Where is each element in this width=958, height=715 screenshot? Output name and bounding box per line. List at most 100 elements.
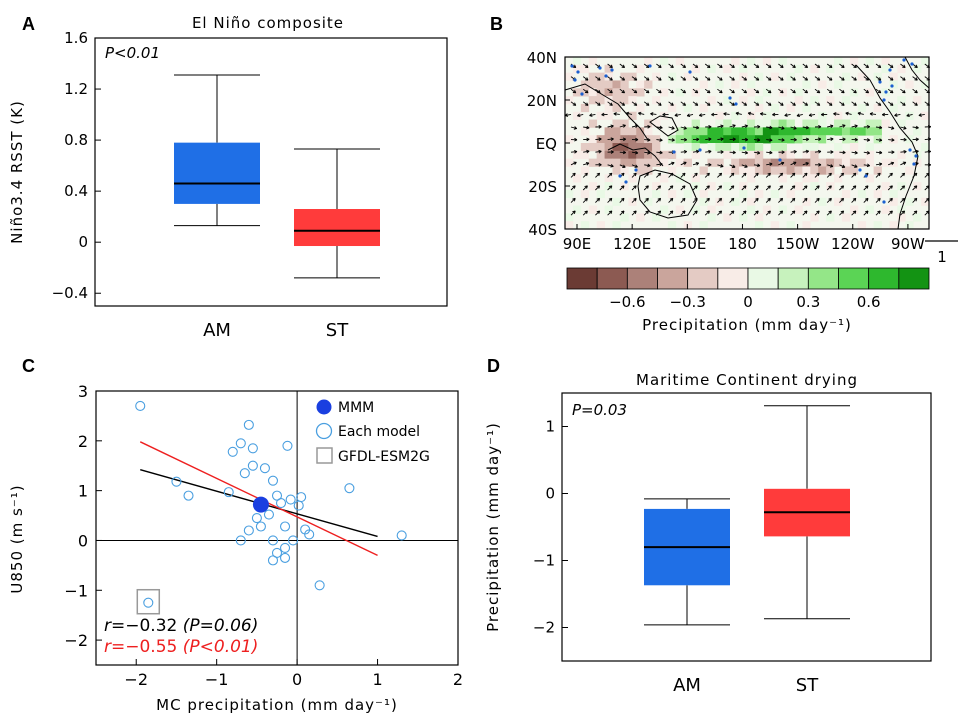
precip-cell bbox=[628, 174, 637, 183]
wind-arrow bbox=[814, 198, 820, 203]
precip-cell bbox=[620, 119, 629, 128]
precip-cell bbox=[778, 174, 787, 183]
precip-cell bbox=[644, 143, 653, 152]
precip-cell bbox=[628, 88, 637, 97]
precip-cell bbox=[636, 127, 645, 136]
wind-arrowhead bbox=[891, 138, 895, 142]
wind-arrow bbox=[631, 151, 639, 154]
wind-arrowhead bbox=[670, 102, 674, 106]
wind-arrowhead bbox=[621, 185, 625, 189]
wind-arrowhead bbox=[841, 77, 845, 81]
wind-arrowhead bbox=[572, 102, 577, 106]
precip-cell bbox=[865, 88, 875, 97]
wind-arrow bbox=[643, 88, 650, 94]
wind-arrowhead bbox=[889, 77, 894, 81]
wind-arrow bbox=[814, 88, 821, 94]
precip-cell bbox=[580, 143, 590, 152]
wind-arrow bbox=[839, 185, 844, 191]
precip-cell bbox=[604, 111, 613, 120]
wind-arrowhead bbox=[852, 185, 857, 189]
wind-arrow bbox=[619, 101, 625, 106]
wind-arrow bbox=[778, 126, 785, 129]
wind-arrow bbox=[766, 163, 773, 166]
wind-arrowhead bbox=[842, 137, 846, 142]
precip-cell bbox=[865, 143, 875, 152]
wind-arrowhead bbox=[865, 89, 870, 94]
precip-cell bbox=[572, 88, 582, 97]
wind-arrowhead bbox=[889, 197, 893, 202]
wind-arrow bbox=[851, 63, 857, 68]
wind-arrowhead bbox=[792, 89, 796, 94]
wind-arrowhead bbox=[633, 210, 637, 214]
precip-cell bbox=[762, 57, 772, 66]
wind-arrow bbox=[753, 63, 760, 68]
wind-arrow bbox=[924, 138, 931, 141]
coastline bbox=[904, 56, 930, 89]
wind-arrow bbox=[778, 185, 783, 191]
wind-arrow bbox=[875, 63, 882, 68]
model-point bbox=[171, 476, 182, 487]
wind-arrowhead bbox=[731, 102, 735, 106]
precip-cell bbox=[762, 127, 772, 136]
r-symbol: r bbox=[104, 637, 112, 657]
y-tick-label: 0.8 bbox=[64, 131, 88, 149]
y-tick-label: −1 bbox=[533, 552, 555, 570]
wind-arrowhead bbox=[730, 185, 735, 189]
model-point bbox=[344, 483, 355, 494]
precip-cell bbox=[810, 158, 819, 167]
precip-cell bbox=[659, 88, 669, 97]
precip-cell bbox=[778, 57, 787, 66]
precip-cell bbox=[683, 127, 693, 136]
precip-cell bbox=[786, 221, 795, 230]
precip-cell bbox=[881, 182, 890, 191]
wind-arrowhead bbox=[853, 77, 857, 81]
precip-cell bbox=[612, 88, 621, 97]
precip-cell bbox=[565, 213, 574, 222]
wind-arrowhead bbox=[694, 64, 699, 69]
wind-arrow bbox=[839, 172, 844, 178]
wind-arrow bbox=[619, 124, 626, 128]
wind-arrowhead bbox=[866, 138, 871, 142]
precip-cell bbox=[604, 64, 613, 74]
wind-arrowhead bbox=[732, 164, 736, 168]
wind-arrowhead bbox=[755, 197, 759, 202]
wind-arrow bbox=[570, 172, 576, 178]
wind-arrow bbox=[839, 88, 845, 94]
wind-arrow bbox=[912, 150, 919, 153]
wind-arrowhead bbox=[808, 113, 813, 117]
wind-arrow bbox=[582, 76, 589, 81]
precip-cell bbox=[865, 57, 875, 66]
wind-arrow bbox=[595, 172, 600, 178]
wind-arrowhead bbox=[913, 197, 918, 202]
significance-dot bbox=[864, 174, 868, 178]
wind-arrowhead bbox=[577, 113, 581, 118]
precip-cell bbox=[620, 166, 629, 175]
wind-arrow bbox=[851, 172, 857, 178]
precip-cell bbox=[786, 150, 795, 160]
wind-arrow bbox=[790, 198, 796, 203]
wind-arrowhead bbox=[732, 137, 736, 142]
colorbar-swatch bbox=[626, 267, 658, 290]
precip-cell bbox=[794, 127, 803, 136]
wind-arrowhead bbox=[647, 150, 651, 155]
precip-cell bbox=[897, 64, 906, 74]
precip-cell bbox=[699, 189, 708, 199]
precip-cell bbox=[857, 103, 867, 113]
precip-cell bbox=[628, 127, 637, 136]
wind-arrow bbox=[668, 63, 674, 68]
wind-arrow bbox=[814, 63, 821, 68]
wind-arrow bbox=[826, 101, 833, 106]
precip-cell bbox=[652, 119, 661, 128]
wind-arrowhead bbox=[598, 149, 602, 154]
lon-tick-label: 120E bbox=[613, 235, 651, 253]
wind-arrow bbox=[717, 76, 723, 81]
precip-cell bbox=[580, 150, 590, 160]
colorbar-label: Precipitation (mm day⁻¹) bbox=[642, 316, 852, 334]
model-point bbox=[259, 463, 270, 474]
precip-cell bbox=[826, 64, 835, 74]
wind-arrow bbox=[875, 151, 883, 154]
precip-cell bbox=[723, 213, 732, 222]
wind-arrow bbox=[887, 88, 894, 94]
wind-arrow bbox=[863, 210, 869, 216]
precip-cell bbox=[731, 57, 740, 66]
